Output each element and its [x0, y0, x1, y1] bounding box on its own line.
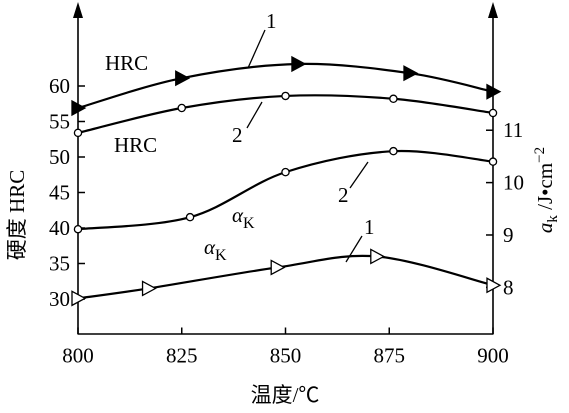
marker: [270, 259, 286, 276]
annotation: 1: [266, 9, 277, 33]
marker: [486, 83, 502, 100]
marker: [291, 55, 307, 73]
annotation-part: K: [243, 215, 255, 232]
leaders: [246, 29, 369, 263]
marker: [175, 70, 191, 87]
x-tick-label: 900: [477, 344, 509, 368]
marker: [71, 99, 87, 117]
marker: [389, 146, 398, 156]
marker: [141, 280, 157, 297]
y-tick-label: 50: [49, 145, 70, 169]
marker: [73, 224, 83, 234]
y-tick-label: 55: [49, 110, 70, 134]
x-tick-label: 875: [374, 344, 406, 368]
marker: [403, 65, 419, 82]
marker: [488, 108, 498, 118]
y-tick-label: 45: [49, 181, 70, 205]
axis-arrow: [73, 2, 83, 18]
marker: [281, 91, 290, 101]
marker: [488, 157, 498, 166]
y2-axis-title: ak /J•cm−2: [532, 147, 561, 233]
line: [77, 149, 494, 231]
marker: [486, 277, 502, 294]
y-tick-label: 35: [49, 252, 70, 276]
y2-title-part: −2: [532, 147, 548, 163]
annotation: 1: [364, 215, 375, 239]
y2-tick-label: 9: [503, 223, 514, 247]
marker: [177, 103, 186, 113]
marker: [281, 167, 290, 177]
annotation: HRC: [114, 133, 157, 157]
marker: [71, 290, 87, 307]
y2-title-part: /J•cm: [533, 163, 557, 215]
annotation: αK: [232, 203, 255, 232]
axis-arrow: [488, 2, 498, 18]
annotation-part: α: [232, 203, 244, 227]
x-tick-label: 800: [62, 344, 94, 368]
annotation: HRC: [105, 51, 148, 75]
x-axis-title: 温度/℃: [251, 383, 320, 407]
y2-tick-label: 8: [503, 275, 514, 299]
y-tick-label: 40: [49, 216, 70, 240]
y2-title-part: k: [545, 215, 561, 223]
line: [77, 94, 494, 134]
annotation: 2: [232, 123, 243, 147]
marker: [73, 128, 83, 138]
marker: [370, 248, 386, 265]
y2-tick-label: 11: [503, 118, 523, 142]
annotation: 2: [338, 183, 349, 207]
marker: [389, 94, 398, 104]
y-axis-title: 硬度 HRC: [5, 170, 29, 260]
y-tick-label: 30: [49, 287, 70, 311]
marker: [185, 212, 195, 222]
y2-title-part: a: [533, 223, 557, 234]
line: [77, 254, 494, 300]
y2-tick-label: 10: [503, 171, 524, 195]
annotation: αK: [204, 235, 227, 264]
x-tick-label: 850: [270, 344, 302, 368]
annotation-part: α: [204, 235, 216, 259]
y-tick-label: 60: [49, 74, 70, 98]
x-tick-label: 825: [166, 344, 198, 368]
annotation-part: K: [215, 247, 227, 264]
